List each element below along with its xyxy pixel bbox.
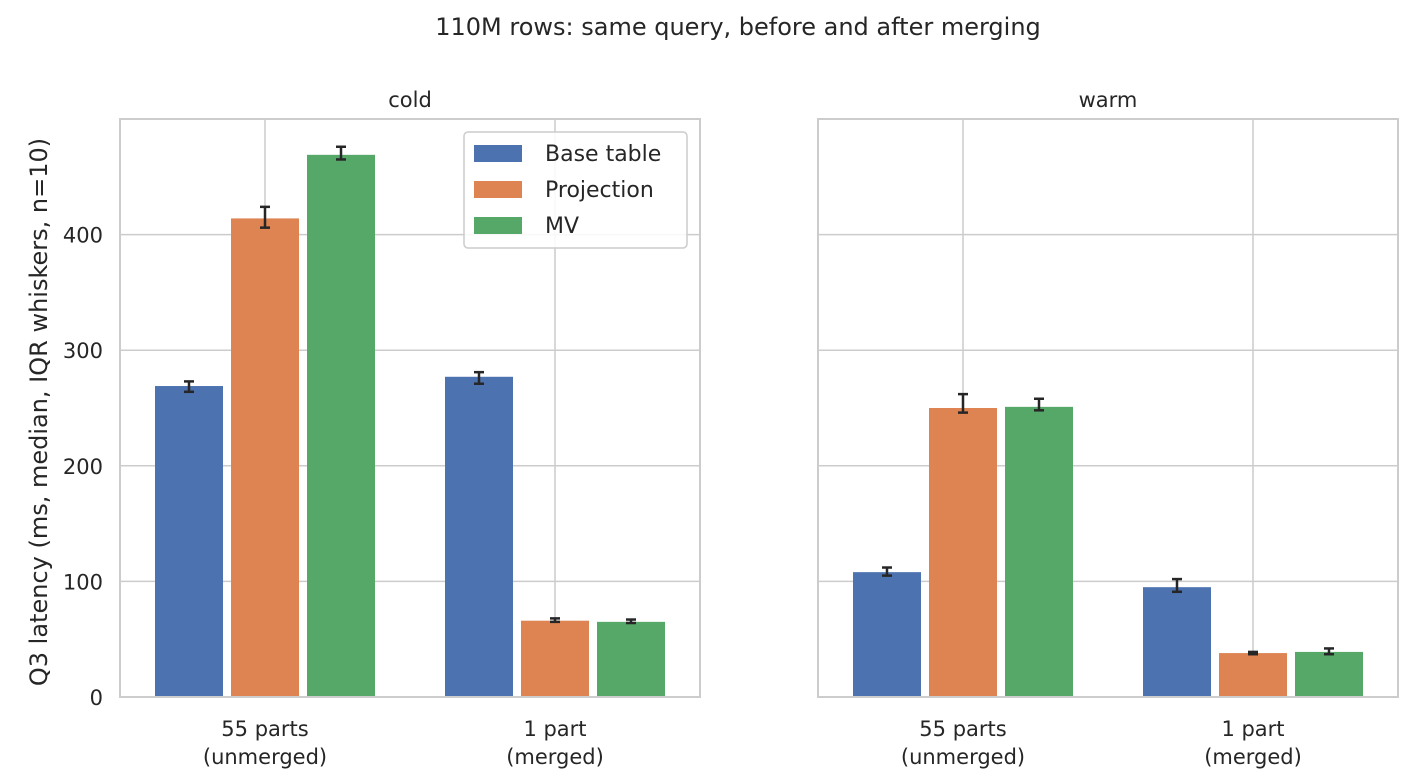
bar	[853, 572, 921, 697]
error-bar	[336, 145, 346, 161]
x-tick-label: 55 parts	[221, 717, 308, 741]
plot-frame	[119, 118, 701, 698]
y-axis-label: Q3 latency (ms, median, IQR whiskers, n=…	[25, 138, 53, 686]
y-tick-label: 0	[90, 686, 103, 710]
error-bar	[1248, 650, 1258, 656]
bar	[929, 408, 997, 697]
bar	[597, 621, 665, 697]
error-bar	[550, 617, 560, 624]
bar	[445, 376, 513, 697]
figure-title: 110M rows: same query, before and after …	[435, 13, 1041, 41]
legend: Base table Projection MV	[463, 131, 688, 249]
subplot-title: cold	[388, 88, 432, 112]
subplot-title: warm	[1079, 88, 1138, 112]
x-tick-label: (merged)	[1204, 745, 1302, 769]
legend-label: Base table	[545, 142, 661, 167]
bar	[155, 386, 223, 697]
bar	[307, 154, 375, 697]
error-bar	[184, 380, 194, 394]
subplot-warm: warm 55 parts (unmerged) 1 part (merged)	[817, 88, 1399, 769]
x-tick-label: (unmerged)	[203, 745, 327, 769]
x-tick-label: 1 part	[1221, 717, 1284, 741]
legend-label: Projection	[545, 178, 654, 203]
bar	[231, 218, 299, 697]
error-bar	[260, 205, 270, 229]
x-tick-label: (unmerged)	[901, 745, 1025, 769]
legend-swatch	[474, 181, 522, 198]
bar	[1295, 651, 1363, 697]
error-bar	[958, 392, 968, 414]
error-bar	[474, 370, 484, 385]
plot-frame	[817, 118, 1399, 698]
error-bar	[1172, 577, 1182, 594]
y-tick-label: 400	[63, 224, 103, 248]
error-bar	[626, 618, 636, 625]
x-tick-label: 55 parts	[919, 717, 1006, 741]
subplot-cold: cold 0 100 200 300 400 55 parts (unmerged) 1 par…	[63, 88, 701, 769]
error-bar	[882, 566, 892, 577]
error-bar	[1034, 397, 1044, 412]
bar	[1143, 587, 1211, 697]
x-tick-label: 1 part	[523, 717, 586, 741]
x-tick-label: (merged)	[506, 745, 604, 769]
subplots: cold 0 100 200 300 400 55 parts (unmerged) 1 par…	[63, 88, 1399, 769]
y-tick-label: 200	[63, 455, 103, 479]
error-bar	[1324, 647, 1334, 656]
y-tick-label: 100	[63, 570, 103, 594]
legend-label: MV	[545, 214, 579, 239]
bar	[1219, 653, 1287, 697]
bar	[1005, 406, 1073, 697]
legend-swatch	[474, 145, 522, 162]
y-tick-label: 300	[63, 339, 103, 363]
legend-swatch	[474, 217, 522, 234]
bar	[521, 620, 589, 697]
